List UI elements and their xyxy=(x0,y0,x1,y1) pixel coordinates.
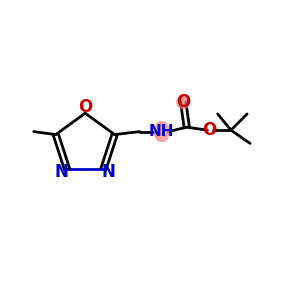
Text: N: N xyxy=(55,163,69,181)
Text: O: O xyxy=(78,98,92,116)
Ellipse shape xyxy=(176,95,190,109)
Text: NH: NH xyxy=(149,124,175,139)
Text: O: O xyxy=(176,93,190,111)
Text: O: O xyxy=(202,121,216,139)
Text: N: N xyxy=(102,163,116,181)
Ellipse shape xyxy=(154,121,170,142)
